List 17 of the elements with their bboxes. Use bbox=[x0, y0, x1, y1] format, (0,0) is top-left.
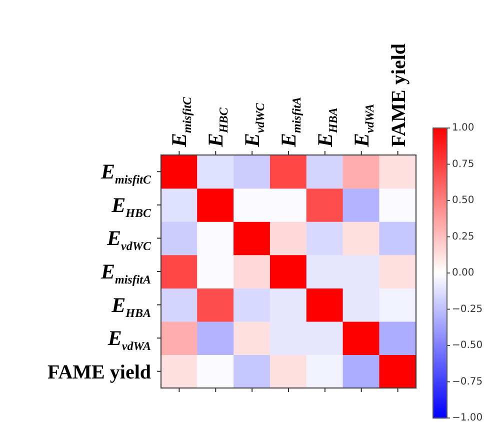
color-bar-label: −0.25 bbox=[452, 304, 483, 315]
x-tick-label: EmisfitA bbox=[276, 96, 304, 148]
x-tick-label: EmisfitC bbox=[167, 96, 194, 148]
color-bar-label: 0.50 bbox=[452, 195, 474, 206]
x-tick-label: EHBA bbox=[312, 108, 340, 148]
x-tick-label: EvdWC bbox=[240, 102, 268, 148]
color-bar-label: 0.75 bbox=[452, 158, 474, 170]
y-tick-label: FAME yield bbox=[47, 361, 152, 384]
x-tick-label: FAME yield bbox=[388, 43, 410, 147]
x-tick-label: EHBC bbox=[204, 106, 231, 148]
color-bar-label: −1.00 bbox=[452, 412, 483, 422]
color-bar-label: 0.00 bbox=[452, 268, 474, 279]
color-bar-label: 0.25 bbox=[452, 231, 474, 242]
x-tick-label: EvdWA bbox=[349, 104, 376, 148]
color-bar-label: 1.00 bbox=[452, 122, 474, 134]
color-bar-label: −0.50 bbox=[452, 340, 483, 352]
color-bar-label: −0.75 bbox=[452, 376, 483, 388]
